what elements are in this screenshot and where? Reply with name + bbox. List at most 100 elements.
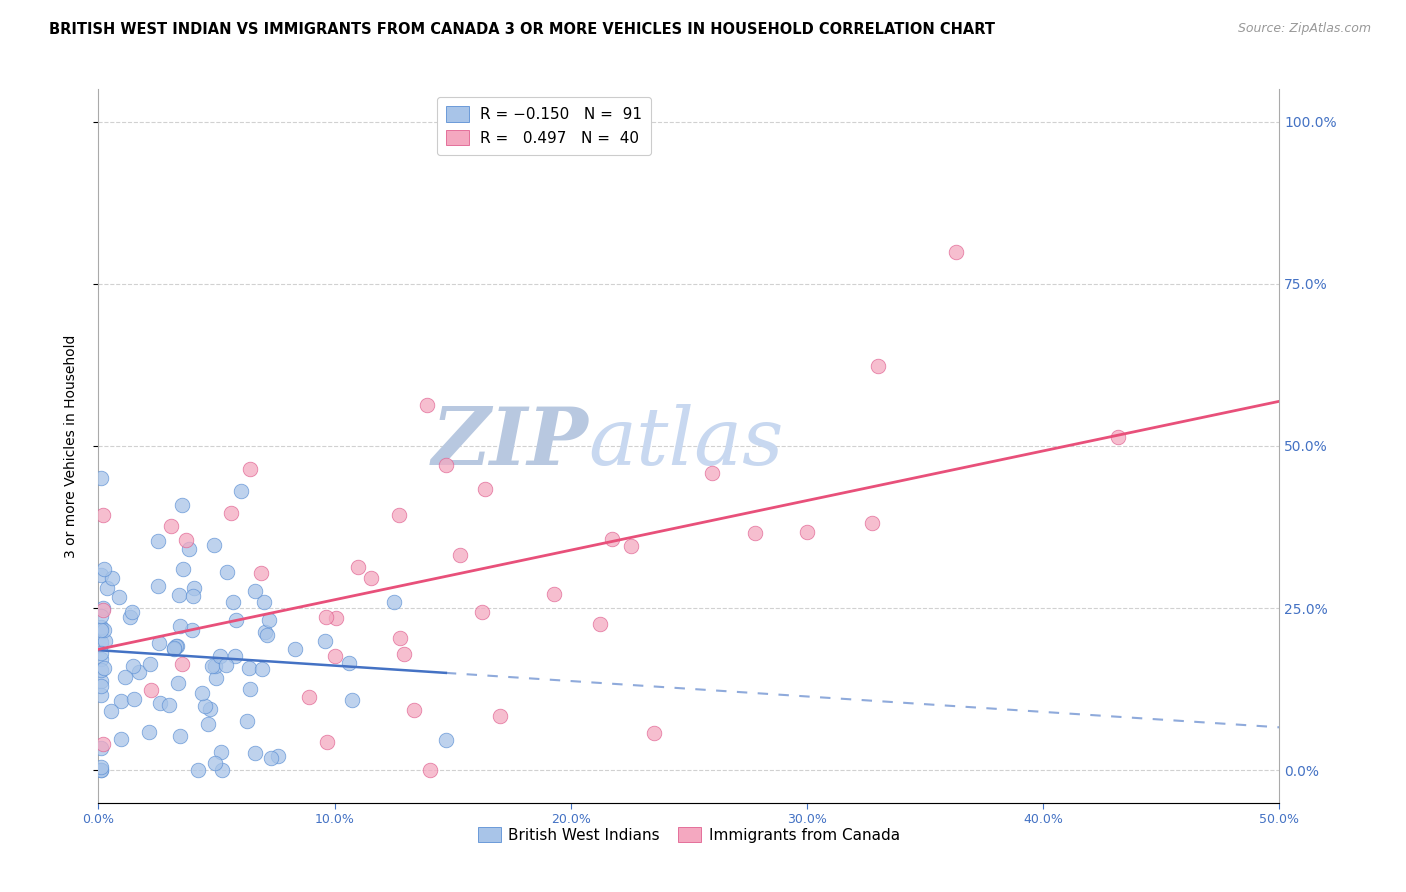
Point: [90, 608, 112, 623]
Point: [90, 663, 112, 677]
Point: [316, 735, 339, 749]
Point: [600, 532, 623, 546]
Point: [157, 698, 180, 712]
Point: [388, 508, 411, 522]
Point: [471, 605, 494, 619]
Point: [215, 657, 238, 672]
Point: [198, 702, 221, 716]
Point: [128, 665, 150, 679]
Point: [253, 624, 276, 639]
Point: [166, 639, 188, 653]
Point: [231, 484, 253, 499]
Point: [91, 508, 114, 522]
Point: [167, 676, 190, 690]
Point: [449, 548, 471, 562]
Point: [209, 745, 232, 759]
Point: [382, 594, 405, 608]
Point: [256, 628, 278, 642]
Point: [91, 601, 114, 615]
Point: [337, 656, 360, 670]
Point: [202, 538, 225, 552]
Point: [110, 732, 132, 747]
Legend: British West Indians, Immigrants from Canada: British West Indians, Immigrants from Ca…: [472, 821, 905, 848]
Point: [267, 749, 290, 764]
Point: [148, 636, 170, 650]
Point: [419, 764, 441, 778]
Point: [416, 398, 439, 412]
Point: [253, 594, 276, 608]
Point: [169, 729, 191, 743]
Point: [149, 696, 172, 710]
Point: [114, 670, 136, 684]
Point: [90, 764, 112, 778]
Point: [90, 646, 112, 660]
Point: [90, 760, 112, 774]
Point: [474, 482, 496, 496]
Point: [160, 519, 183, 533]
Point: [239, 681, 262, 696]
Point: [174, 533, 197, 547]
Point: [187, 764, 209, 778]
Point: [284, 641, 307, 656]
Point: [181, 623, 204, 637]
Point: [860, 516, 883, 530]
Point: [179, 541, 201, 556]
Point: [340, 693, 363, 707]
Point: [93, 561, 115, 575]
Point: [90, 567, 112, 582]
Point: [1107, 430, 1129, 444]
Point: [323, 649, 346, 664]
Point: [170, 657, 193, 671]
Point: [260, 750, 283, 764]
Point: [162, 642, 184, 657]
Point: [298, 690, 321, 704]
Point: [243, 746, 266, 760]
Point: [434, 733, 457, 747]
Point: [90, 652, 112, 666]
Point: [866, 359, 889, 373]
Point: [238, 661, 260, 675]
Point: [90, 688, 112, 702]
Point: [225, 613, 247, 627]
Point: [90, 620, 112, 634]
Point: [91, 603, 114, 617]
Point: [250, 566, 273, 580]
Point: [146, 533, 169, 548]
Point: [643, 726, 665, 740]
Point: [183, 581, 205, 595]
Point: [191, 686, 214, 700]
Point: [315, 610, 337, 624]
Point: [138, 725, 160, 739]
Point: [257, 613, 280, 627]
Point: [224, 649, 246, 664]
Point: [589, 616, 612, 631]
Point: [100, 704, 122, 718]
Point: [217, 566, 239, 580]
Point: [235, 714, 257, 728]
Point: [389, 631, 412, 645]
Point: [219, 506, 242, 520]
Point: [201, 659, 224, 673]
Point: [108, 590, 131, 604]
Point: [181, 589, 204, 603]
Point: [346, 560, 368, 574]
Point: [167, 588, 190, 602]
Point: [146, 579, 169, 593]
Point: [194, 698, 217, 713]
Y-axis label: 3 or more Vehicles in Household: 3 or more Vehicles in Household: [63, 334, 77, 558]
Point: [90, 624, 112, 638]
Text: BRITISH WEST INDIAN VS IMMIGRANTS FROM CANADA 3 OR MORE VEHICLES IN HOUSEHOLD CO: BRITISH WEST INDIAN VS IMMIGRANTS FROM C…: [49, 22, 995, 37]
Point: [169, 619, 191, 633]
Point: [163, 640, 186, 655]
Point: [101, 571, 124, 585]
Point: [204, 756, 226, 771]
Point: [90, 635, 112, 649]
Point: [360, 571, 382, 585]
Point: [250, 662, 273, 676]
Point: [239, 462, 262, 476]
Point: [488, 708, 510, 723]
Point: [945, 244, 967, 259]
Point: [314, 633, 336, 648]
Point: [243, 584, 266, 599]
Point: [197, 717, 219, 731]
